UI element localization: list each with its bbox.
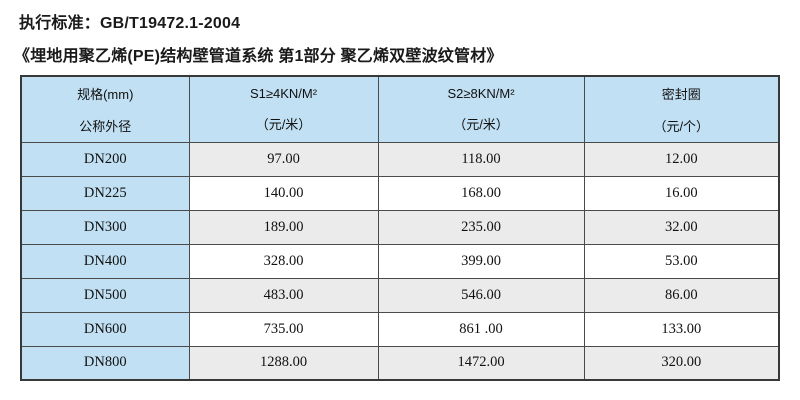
column-header-s1: S1≥4KN/M² （元/米） [188, 75, 379, 143]
spec-cell: DN600 [20, 311, 190, 347]
s2-price-cell: 399.00 [377, 243, 585, 279]
s2-price-cell: 235.00 [377, 209, 585, 245]
seal-price-cell: 320.00 [583, 345, 780, 381]
table-row-dn200: DN200 97.00 118.00 12.00 [20, 141, 780, 177]
column-header-spec-line2: 公称外径 [79, 118, 132, 134]
table-body: DN200 97.00 118.00 12.00 DN225 140.00 16… [20, 141, 780, 381]
spec-cell: DN400 [20, 243, 190, 279]
price-table: 规格(mm) 公称外径 S1≥4KN/M² （元/米） S2≥8KN/M² （元… [20, 75, 780, 381]
s2-price-cell: 546.00 [377, 277, 585, 313]
column-header-s2-line2: （元/米） [453, 116, 509, 132]
seal-price-cell: 32.00 [583, 209, 780, 245]
table-row-dn500: DN500 483.00 546.00 86.00 [20, 277, 780, 313]
s2-price-cell: 168.00 [377, 175, 585, 211]
column-header-seal: 密封圈 （元/个） [583, 75, 780, 143]
seal-price-cell: 133.00 [583, 311, 780, 347]
s1-price-cell: 735.00 [188, 311, 379, 347]
spec-cell: DN300 [20, 209, 190, 245]
seal-price-cell: 86.00 [583, 277, 780, 313]
column-header-spec-line1: 规格(mm) [77, 86, 134, 102]
column-header-seal-line1: 密封圈 [661, 86, 701, 102]
s2-price-cell: 861 .00 [377, 311, 585, 347]
seal-price-cell: 53.00 [583, 243, 780, 279]
s1-price-cell: 189.00 [188, 209, 379, 245]
seal-price-cell: 16.00 [583, 175, 780, 211]
column-header-spec: 规格(mm) 公称外径 [20, 75, 190, 143]
s2-price-cell: 118.00 [377, 141, 585, 177]
page-title-standard: 执行标准：GB/T19472.1-2004 [19, 15, 241, 32]
s1-price-cell: 97.00 [188, 141, 379, 177]
spec-cell: DN225 [20, 175, 190, 211]
table-row-dn800: DN800 1288.00 1472.00 320.00 [20, 345, 780, 381]
table-row-dn300: DN300 189.00 235.00 32.00 [20, 209, 780, 245]
seal-price-cell: 12.00 [583, 141, 780, 177]
s1-price-cell: 1288.00 [188, 345, 379, 381]
table-row-dn600: DN600 735.00 861 .00 133.00 [20, 311, 780, 347]
table-row-dn400: DN400 328.00 399.00 53.00 [20, 243, 780, 279]
column-header-s1-line1: S1≥4KN/M² [249, 85, 318, 101]
s1-price-cell: 483.00 [188, 277, 379, 313]
column-header-s2-line1: S2≥8KN/M² [447, 85, 515, 101]
spec-cell: DN500 [20, 277, 190, 313]
s2-price-cell: 1472.00 [377, 345, 585, 381]
column-header-s2: S2≥8KN/M² （元/米） [377, 75, 585, 143]
table-header-row: 规格(mm) 公称外径 S1≥4KN/M² （元/米） S2≥8KN/M² （元… [20, 75, 780, 143]
table-row-dn225: DN225 140.00 168.00 16.00 [20, 175, 780, 211]
s1-price-cell: 140.00 [188, 175, 379, 211]
page-title-product: 《埋地用聚乙烯(PE)结构壁管道系统 第1部分 聚乙烯双壁波纹管材》 [14, 48, 503, 65]
column-header-seal-line2: （元/个） [653, 118, 710, 134]
spec-cell: DN800 [20, 345, 190, 381]
column-header-s1-line2: （元/米） [255, 116, 312, 132]
s1-price-cell: 328.00 [188, 243, 379, 279]
spec-cell: DN200 [20, 141, 190, 177]
table-header: 规格(mm) 公称外径 S1≥4KN/M² （元/米） S2≥8KN/M² （元… [20, 75, 780, 143]
